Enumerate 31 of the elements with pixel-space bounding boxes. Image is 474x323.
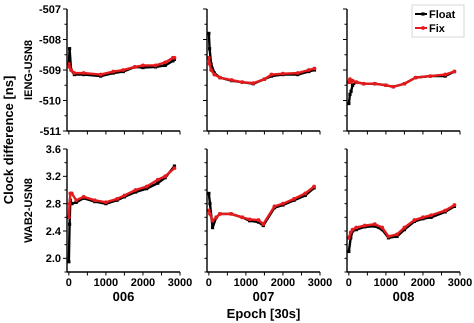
x-tick-label: 3000 [168,277,192,289]
y-tick-label: 3.2 [46,171,61,184]
y-tick-label: 2.8 [46,198,61,211]
x-tick-label: 2000 [270,277,296,289]
x-axis-title: 008 [392,289,414,304]
y-axis-title: IENG-USN8 [23,40,35,100]
x-tick-label: 1000 [374,277,398,289]
x-tick-label: 0 [206,277,212,289]
x-tick-label: 3000 [308,277,332,289]
y-tick-label: 3.6 [46,144,61,156]
y-tick-label: -508 [38,34,61,46]
x-axis-title: 007 [252,289,274,304]
y-tick-label: 2.4 [46,226,62,238]
x-tick-label: 0 [346,277,352,289]
legend-label: Float [429,8,456,21]
y-tick-label: -509 [38,64,61,77]
text: Clock difference [ns] [1,76,16,204]
y-tick-label: -511 [40,126,61,138]
text: 2.0 [46,253,61,266]
x-tick-label: 1000 [234,277,258,289]
x-tick-label: 3000 [448,277,472,289]
x-axis-title: 006 [112,289,134,304]
y-tick-label: -510 [38,95,61,108]
x-tick-label: 2000 [410,277,436,289]
text: Epoch [30s] [226,306,300,321]
x-tick-label: 1000 [94,277,118,289]
y-axis-title: WAB2-USN8 [23,178,35,243]
y-tick-label: -507 [38,4,61,16]
x-tick-label: 2000 [130,277,156,289]
x-tick-label: 0 [66,277,72,289]
legend-label: Fix [429,22,446,35]
